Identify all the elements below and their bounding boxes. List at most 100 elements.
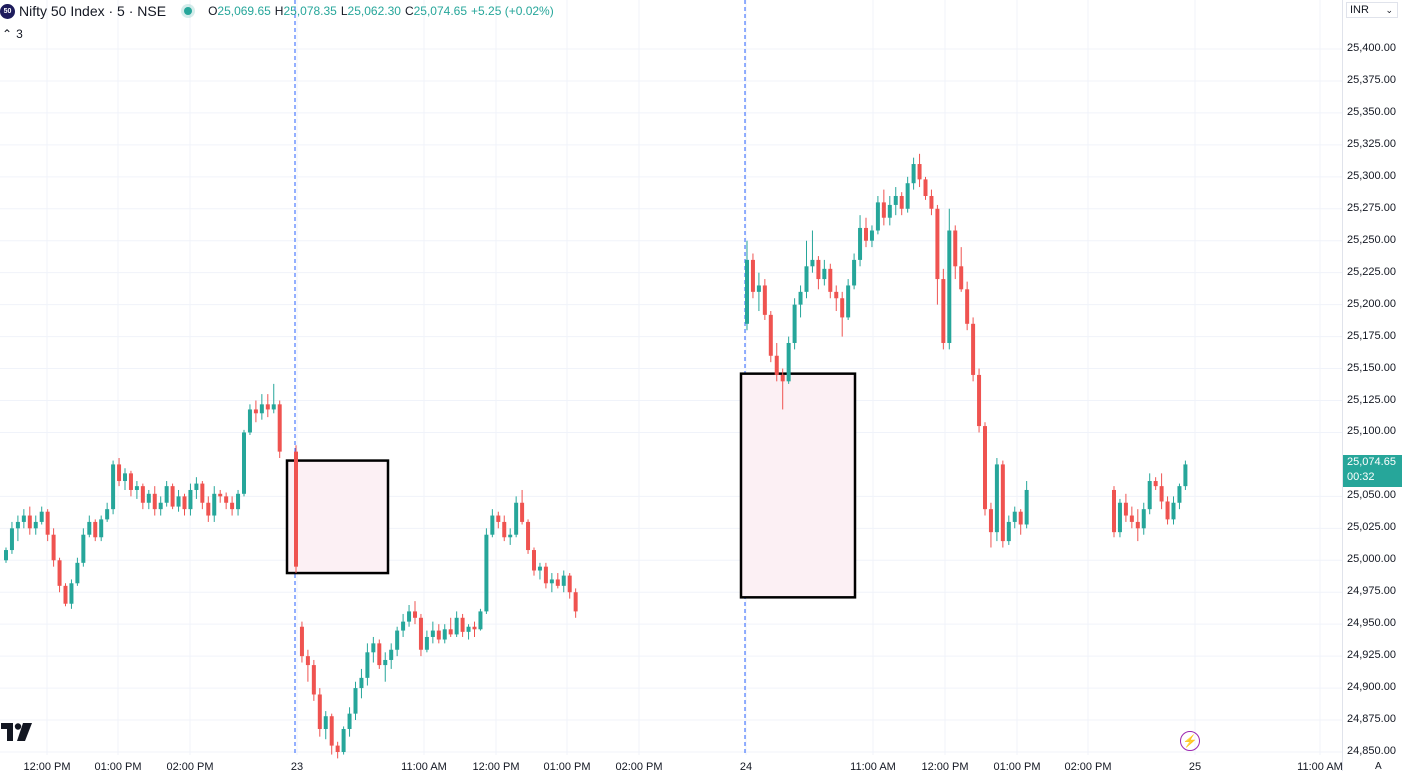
candle-down bbox=[816, 256, 821, 290]
candle-body bbox=[971, 323, 976, 375]
time-axis-label: 11:00 AM bbox=[850, 761, 896, 773]
candle-body bbox=[460, 617, 465, 632]
time-axis-label: 11:00 AM bbox=[401, 761, 447, 773]
candle-body bbox=[200, 483, 205, 503]
price-axis-label: 25,000.00 bbox=[1347, 553, 1396, 566]
candle-body bbox=[448, 629, 453, 635]
candle-down bbox=[953, 225, 958, 280]
price-axis-label: 25,125.00 bbox=[1347, 393, 1396, 406]
candle-body bbox=[1012, 511, 1017, 522]
candle-body bbox=[1112, 489, 1116, 533]
candle-body bbox=[804, 266, 809, 292]
candle-body bbox=[424, 636, 429, 650]
candle-body bbox=[99, 519, 104, 538]
current-price-value: 25,074.65 bbox=[1347, 456, 1396, 468]
candle-up bbox=[792, 298, 797, 350]
candle-body bbox=[407, 611, 412, 622]
symbol-logo[interactable]: 50 bbox=[0, 3, 15, 19]
price-axis-label: 24,975.00 bbox=[1347, 585, 1396, 598]
candle-up bbox=[424, 630, 429, 653]
candle-up bbox=[259, 394, 264, 420]
candle-body bbox=[1183, 464, 1188, 487]
candle-up bbox=[395, 626, 400, 657]
candle-up bbox=[401, 613, 406, 637]
candle-down bbox=[253, 400, 258, 423]
price-axis-label: 24,900.00 bbox=[1347, 681, 1396, 694]
candle-up bbox=[176, 489, 181, 512]
candle-body bbox=[146, 493, 151, 503]
candle-body bbox=[858, 227, 863, 260]
indicators-toggle-button[interactable]: ⌃ 3 bbox=[0, 27, 25, 41]
candle-body bbox=[1135, 521, 1140, 529]
candle-down bbox=[93, 519, 98, 542]
tradingview-logo-icon[interactable] bbox=[1, 723, 33, 746]
price-axis-label: 25,175.00 bbox=[1347, 329, 1396, 342]
candle-up bbox=[134, 481, 139, 499]
candle-body bbox=[1147, 481, 1152, 510]
candle-body bbox=[478, 611, 483, 630]
candle-up bbox=[347, 707, 352, 737]
candle-body bbox=[247, 409, 252, 433]
candle-body bbox=[27, 515, 32, 529]
candle-body bbox=[1141, 509, 1146, 529]
candle-up bbox=[887, 195, 892, 226]
candle-up bbox=[9, 521, 14, 554]
symbol-title[interactable]: Nifty 50 Index · 5 · NSE bbox=[19, 3, 167, 19]
candle-body bbox=[875, 202, 880, 231]
candle-up bbox=[514, 496, 519, 538]
candle-down bbox=[1159, 473, 1164, 510]
candle-body bbox=[1117, 502, 1122, 533]
candle-down bbox=[532, 547, 536, 576]
candle-body bbox=[152, 493, 157, 510]
candle-body bbox=[63, 585, 68, 604]
candle-body bbox=[745, 259, 749, 324]
candle-body bbox=[911, 164, 916, 184]
price-axis-label: 25,200.00 bbox=[1347, 297, 1396, 310]
candle-body bbox=[134, 486, 139, 490]
candle-down bbox=[780, 368, 785, 410]
candle-down bbox=[567, 573, 572, 599]
candle-body bbox=[15, 521, 20, 529]
candle-down bbox=[899, 192, 904, 216]
auto-scale-toggle[interactable]: A bbox=[1375, 761, 1382, 772]
candle-body bbox=[75, 562, 80, 584]
candle-up bbox=[508, 528, 513, 545]
candle-body bbox=[816, 259, 821, 280]
candle-body bbox=[317, 694, 322, 729]
currency-selector[interactable]: INR ⌄ bbox=[1346, 2, 1398, 18]
candle-down bbox=[502, 515, 507, 542]
candle-body bbox=[756, 285, 761, 292]
candle-down bbox=[965, 281, 970, 331]
candle-down bbox=[1112, 486, 1116, 538]
candle-down bbox=[1165, 496, 1170, 525]
candle-body bbox=[236, 493, 241, 510]
candle-down bbox=[460, 613, 465, 637]
candle-down bbox=[864, 217, 868, 248]
market-status-icon[interactable] bbox=[184, 7, 193, 15]
candle-body bbox=[828, 268, 833, 292]
candle-down bbox=[140, 483, 145, 510]
candle-body bbox=[567, 575, 572, 593]
candle-body bbox=[887, 204, 892, 218]
candle-body bbox=[774, 355, 779, 375]
candle-down bbox=[63, 583, 68, 607]
candle-up bbox=[188, 483, 193, 516]
candle-body bbox=[947, 230, 952, 343]
candle-body bbox=[988, 509, 993, 533]
lightning-icon[interactable]: ⚡ bbox=[1180, 731, 1200, 751]
candle-body bbox=[780, 374, 785, 382]
chart-grid bbox=[0, 0, 1342, 755]
price-axis-label: 25,100.00 bbox=[1347, 425, 1396, 438]
candle-up bbox=[146, 489, 151, 510]
candle-body bbox=[762, 285, 767, 315]
candle-down bbox=[496, 511, 501, 529]
candle-down bbox=[230, 496, 235, 516]
candle-body bbox=[1129, 515, 1134, 522]
candle-body bbox=[242, 432, 246, 494]
price-axis[interactable]: 25,400.00 25,375.00 25,350.00 25,325.00 25,3… bbox=[1342, 0, 1402, 771]
candle-body bbox=[798, 291, 803, 305]
candle-body bbox=[1165, 501, 1170, 520]
candle-up bbox=[810, 230, 815, 273]
candle-up bbox=[466, 624, 471, 640]
